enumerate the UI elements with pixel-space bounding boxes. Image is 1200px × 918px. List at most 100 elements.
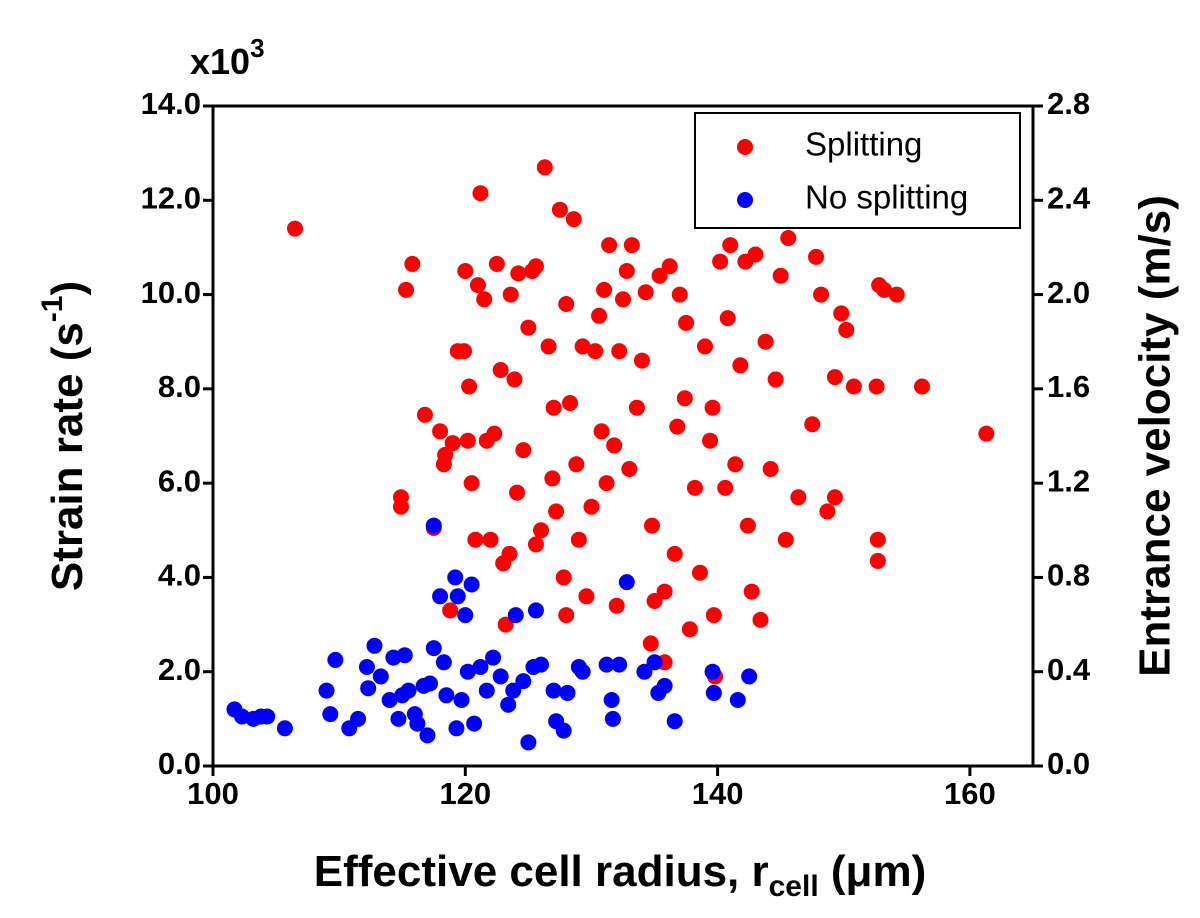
point (536, 159, 553, 176)
point (435, 654, 452, 671)
y-label-end: ) (43, 281, 92, 296)
point (596, 281, 613, 298)
point (444, 435, 461, 452)
point (453, 692, 470, 708)
y2-tick-label: 0.4 (1047, 652, 1091, 687)
point (390, 710, 407, 727)
point (492, 362, 509, 378)
y-tick-label: 12.0 (141, 180, 201, 215)
point (741, 668, 758, 685)
y2-tick-label: 2.8 (1047, 86, 1090, 121)
point (772, 267, 789, 284)
point (419, 727, 436, 744)
y-axis-label: Strain rate (s-1) (36, 281, 92, 591)
point (459, 432, 476, 449)
point (666, 713, 683, 730)
point (780, 230, 797, 246)
point (558, 296, 575, 312)
point (501, 545, 518, 562)
point (704, 663, 721, 680)
point (888, 286, 905, 303)
point (615, 291, 631, 308)
point (463, 475, 480, 492)
point (482, 531, 499, 548)
point (722, 237, 739, 254)
point (442, 602, 459, 619)
point (540, 338, 557, 355)
point (790, 489, 807, 506)
legend-marker (737, 139, 753, 155)
point (598, 475, 615, 492)
y-label-sup: -1 (36, 295, 69, 322)
point (611, 656, 628, 673)
point (691, 564, 708, 581)
point (604, 710, 621, 727)
point (404, 255, 421, 272)
point (476, 291, 493, 308)
point (469, 277, 486, 294)
point (398, 281, 415, 298)
multiplier-base: x10 (190, 41, 250, 82)
point (527, 536, 544, 553)
point (533, 656, 549, 673)
point (360, 680, 377, 697)
point (705, 684, 722, 701)
y-tick-label: 4.0 (158, 558, 201, 593)
point (608, 597, 625, 614)
point (833, 305, 850, 322)
point (472, 185, 489, 202)
point (276, 720, 293, 737)
point (826, 489, 843, 506)
plot-frame (211, 104, 1035, 768)
point (551, 201, 568, 218)
y2-tick-label: 1.6 (1047, 369, 1090, 404)
point (606, 437, 623, 454)
point (545, 399, 562, 416)
axis-multiplier: x103 (190, 33, 265, 82)
point (623, 237, 640, 254)
point (727, 456, 744, 473)
point (555, 722, 572, 739)
y2-tick-label: 0.8 (1047, 558, 1090, 593)
point (767, 371, 784, 388)
point (591, 307, 608, 324)
point (656, 677, 673, 694)
y2-tick-label: 2.0 (1047, 275, 1090, 310)
point (515, 673, 532, 690)
point (457, 607, 474, 624)
point (570, 531, 587, 548)
point (603, 692, 620, 708)
point (421, 675, 438, 692)
point (392, 498, 409, 515)
point (913, 378, 930, 395)
point (467, 531, 484, 548)
point (497, 616, 514, 633)
point (559, 684, 576, 701)
x-tick-label: 140 (692, 776, 744, 811)
point (472, 659, 489, 675)
point (757, 333, 774, 350)
point (461, 378, 478, 395)
y2-tick-label: 1.2 (1047, 463, 1090, 498)
point (636, 663, 653, 680)
point (739, 517, 756, 534)
point (666, 545, 683, 562)
point (777, 531, 794, 548)
point (366, 637, 383, 654)
legend-label: Splitting (805, 126, 922, 163)
y-tick-label: 10.0 (141, 275, 201, 310)
point (876, 281, 893, 298)
point (717, 479, 734, 496)
point (869, 531, 886, 548)
point (743, 583, 760, 600)
point (574, 663, 591, 680)
point (555, 569, 572, 586)
point (729, 692, 746, 708)
point (416, 406, 433, 423)
point (702, 432, 719, 449)
point (448, 720, 465, 737)
point (676, 390, 693, 407)
point (804, 416, 821, 433)
point (598, 656, 615, 673)
point (438, 687, 455, 704)
